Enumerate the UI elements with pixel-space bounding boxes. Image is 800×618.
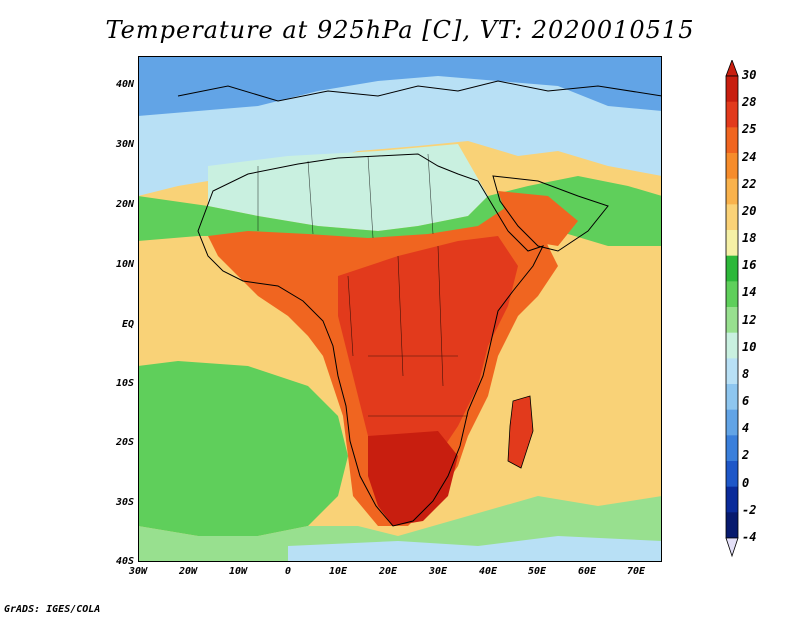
colorbar-segment (726, 409, 738, 436)
lon-label-20w: 20W (178, 566, 198, 577)
europe-coastline (177, 80, 662, 102)
lat-label-20n: 20N (115, 199, 134, 210)
lat-label-20s: 20S (115, 437, 134, 448)
lat-label-30n: 30N (115, 139, 134, 150)
colorbar-top-arrow (725, 60, 739, 77)
lon-label-30w: 30W (128, 566, 148, 577)
colorbar-segment (726, 512, 738, 539)
map-panel (138, 56, 662, 562)
colorbar-segment (726, 127, 738, 154)
africa-coastline (197, 153, 544, 527)
map-frame (138, 56, 662, 562)
colorbar-label: 0 (742, 475, 750, 490)
lon-label-40e: 40E (478, 566, 498, 577)
colorbar-label: 4 (742, 421, 750, 436)
colorbar (725, 60, 739, 558)
lon-label-60e: 60E (577, 566, 597, 577)
colorbar-label: 20 (742, 203, 757, 218)
south-atlantic-green-zone (138, 361, 348, 536)
madagascar (507, 395, 534, 469)
colorbar-label: 25 (742, 122, 757, 137)
colorbar-label: 6 (742, 394, 750, 409)
colorbar-segment (726, 204, 738, 231)
lat-label-40n: 40N (115, 79, 134, 90)
colorbar-label: 14 (742, 285, 757, 300)
lon-label-10e: 10E (328, 566, 348, 577)
colorbar-label: 10 (742, 339, 757, 354)
colorbar-label: 8 (742, 366, 750, 381)
sahara-cool-zone (208, 144, 488, 231)
colorbar-segment (726, 332, 738, 359)
lon-label-20e: 20E (378, 566, 398, 577)
country-borders (257, 153, 468, 417)
colorbar-segment (726, 101, 738, 128)
southern-africa-hot-zone (368, 431, 458, 526)
credit-text: GrADS: IGES/COLA (4, 604, 101, 615)
colorbar-label: -4 (742, 530, 757, 544)
colorbar-segment (726, 255, 738, 282)
colorbar-segment (726, 178, 738, 205)
arabia-coastline (492, 175, 609, 252)
lat-label-30s: 30S (115, 497, 134, 508)
colorbar-segment (726, 461, 738, 488)
colorbar-segment (726, 435, 738, 462)
lat-label-eq: EQ (121, 319, 134, 330)
colorbar-segment (726, 486, 738, 513)
colorbar-label: 12 (742, 312, 757, 327)
lat-label-10n: 10N (115, 259, 134, 270)
colorbar-label: 2 (742, 448, 750, 463)
lon-label-30e: 30E (428, 566, 448, 577)
africa-hot-zone (338, 236, 518, 486)
colorbar-label: 28 (742, 95, 757, 110)
colorbar-label: -2 (742, 502, 757, 517)
colorbar-label: 24 (742, 149, 757, 164)
southern-cold-zone (288, 536, 662, 562)
colorbar-segment (726, 230, 738, 257)
colorbar-segment (726, 153, 738, 180)
arabia-warm-zone (498, 191, 578, 246)
lon-label-70e: 70E (626, 566, 646, 577)
temperature-map (138, 56, 662, 562)
north-cold-zone (138, 56, 662, 116)
colorbar-segment (726, 307, 738, 334)
colorbar-segment (726, 358, 738, 385)
lon-label-10w: 10W (228, 566, 248, 577)
lon-label-0: 0 (284, 566, 292, 577)
colorbar-label: 18 (742, 231, 757, 246)
chart-title: Temperature at 925hPa [C], VT: 202001051… (105, 16, 695, 44)
colorbar-label: 22 (742, 176, 757, 191)
colorbar-segment (726, 281, 738, 308)
lat-label-40s: 40S (115, 556, 134, 567)
lat-label-10s: 10S (115, 378, 134, 389)
colorbar-label: 16 (742, 258, 757, 273)
colorbar-segment (726, 76, 738, 103)
colorbar-bottom-arrow (725, 537, 739, 558)
lon-label-50e: 50E (527, 566, 547, 577)
colorbar-label: 30 (742, 68, 757, 82)
colorbar-segment (726, 384, 738, 411)
